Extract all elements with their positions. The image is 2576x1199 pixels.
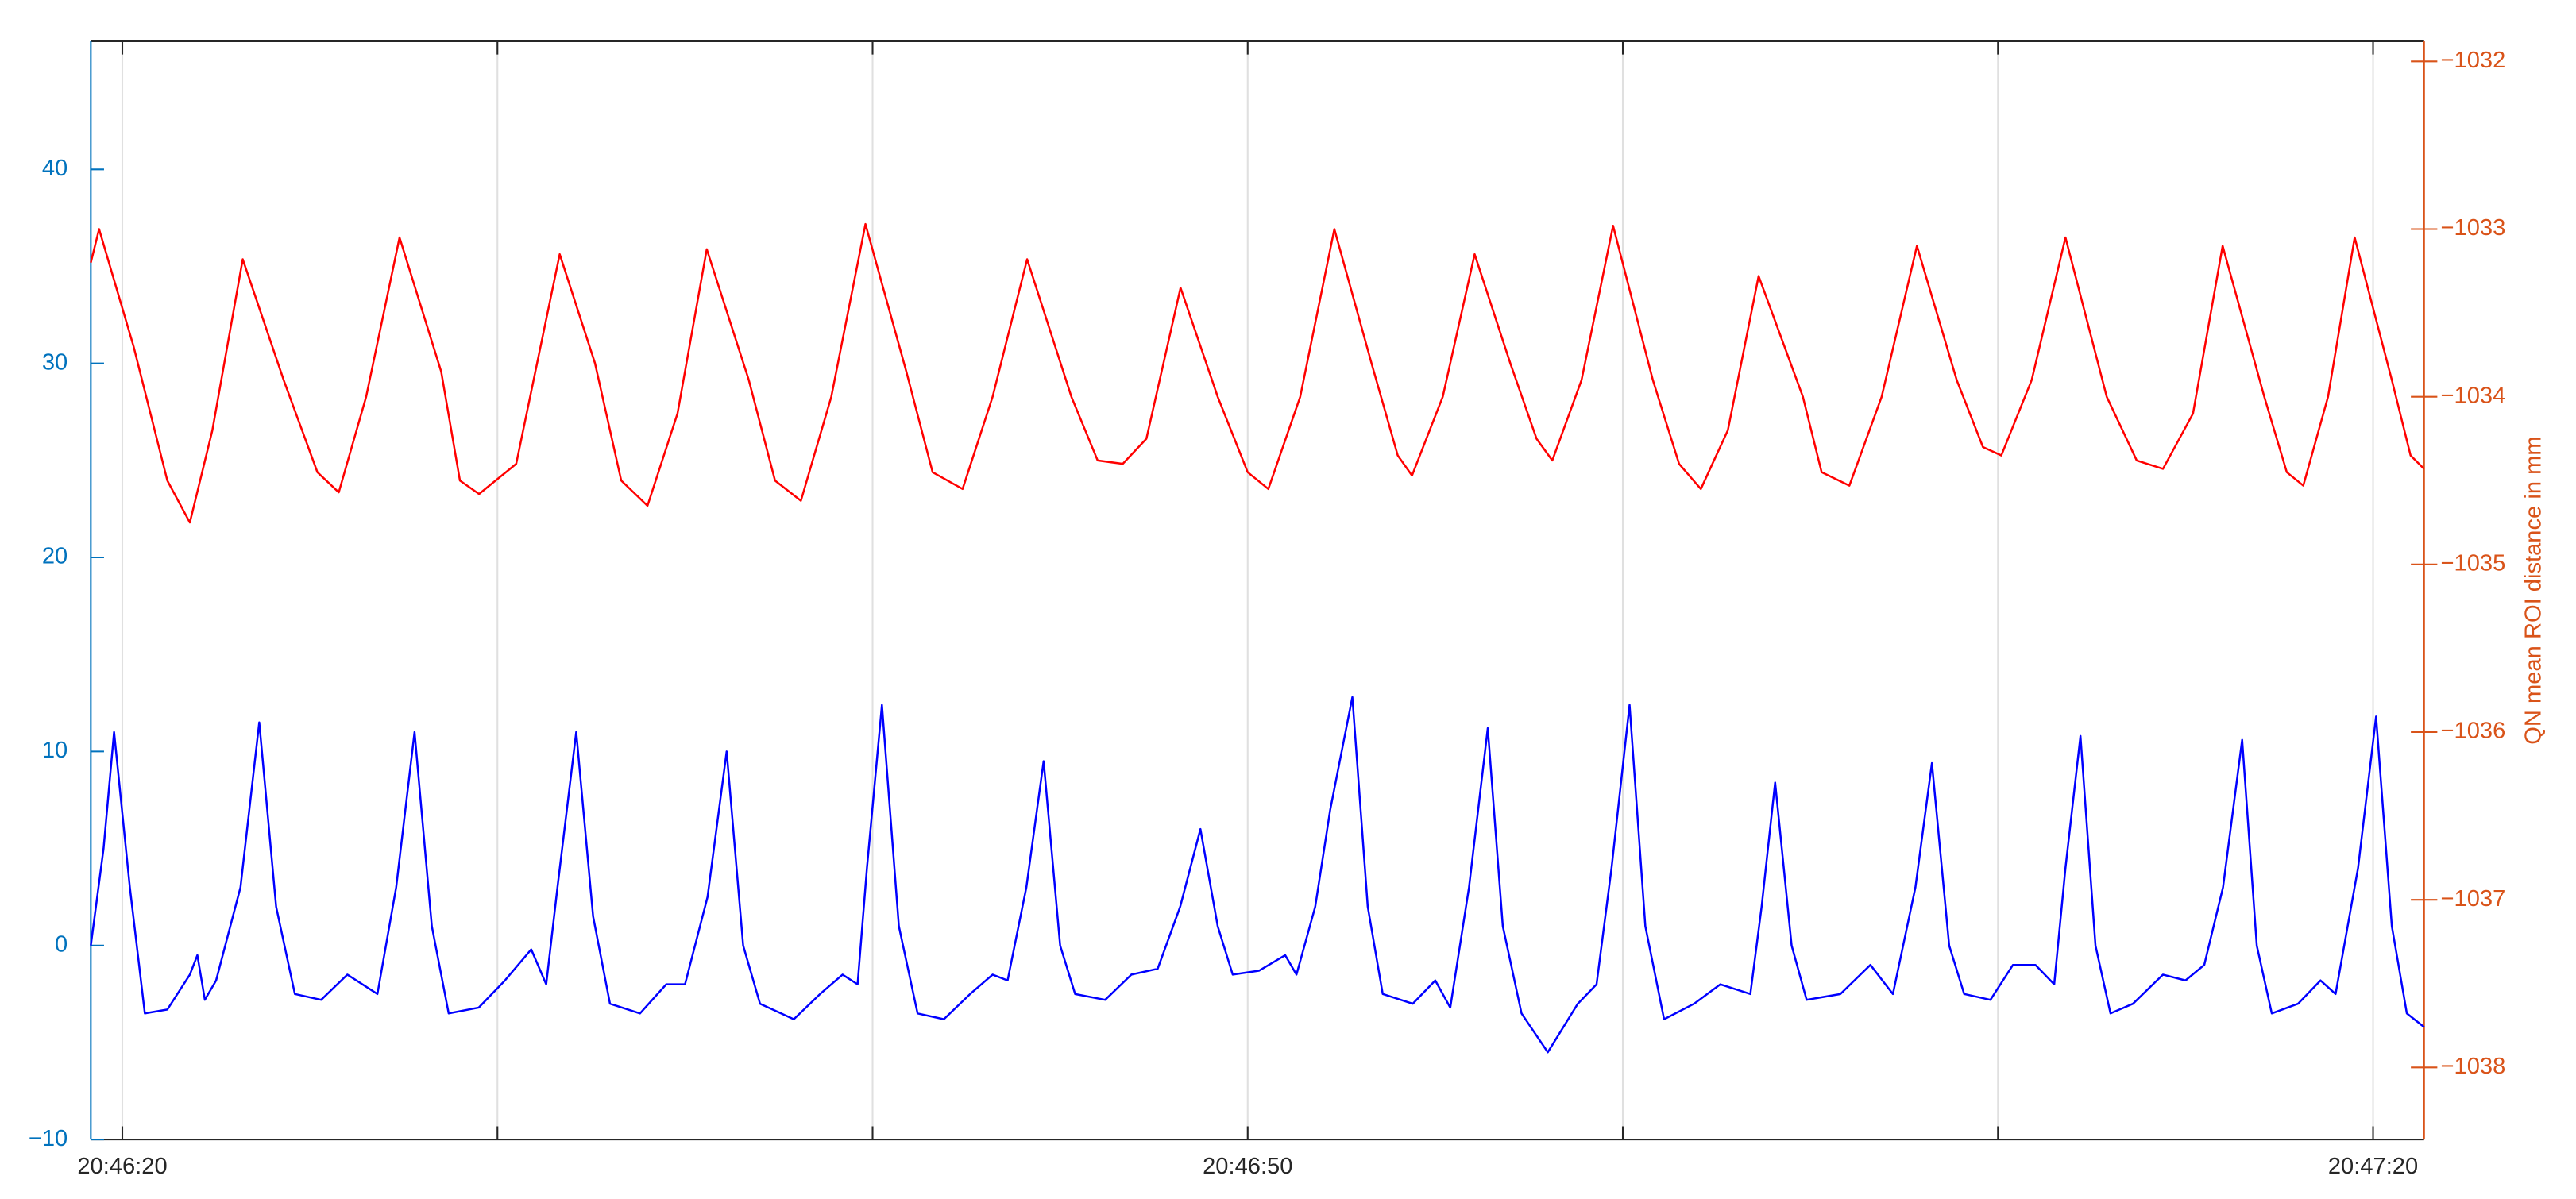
y2-axis-label: QN mean ROI distance in mm bbox=[2521, 436, 2547, 744]
data-line bbox=[90, 222, 2425, 524]
y-tick-label: 10 bbox=[42, 738, 68, 763]
y2-tick-label: −1033 bbox=[2441, 215, 2506, 241]
y2-tick-label: −1038 bbox=[2441, 1054, 2506, 1079]
x-tick-label: 20:46:20 bbox=[77, 1154, 167, 1179]
y-tick-label: 40 bbox=[42, 156, 68, 181]
y-tick-label: 20 bbox=[42, 544, 68, 569]
y-tick-label: 0 bbox=[55, 931, 68, 957]
y-tick-label: −10 bbox=[29, 1126, 68, 1151]
y-tick-label: 30 bbox=[42, 349, 68, 375]
data-line bbox=[90, 696, 2425, 1054]
y2-tick-label: −1034 bbox=[2441, 383, 2506, 408]
y2-tick-label: −1037 bbox=[2441, 886, 2506, 912]
x-tick-label: 20:46:50 bbox=[1203, 1154, 1292, 1179]
y2-tick-label: −1035 bbox=[2441, 551, 2506, 576]
y2-tick-label: −1032 bbox=[2441, 48, 2506, 73]
y2-tick-label: −1036 bbox=[2441, 719, 2506, 744]
x-tick-label: 20:47:20 bbox=[2328, 1154, 2418, 1179]
